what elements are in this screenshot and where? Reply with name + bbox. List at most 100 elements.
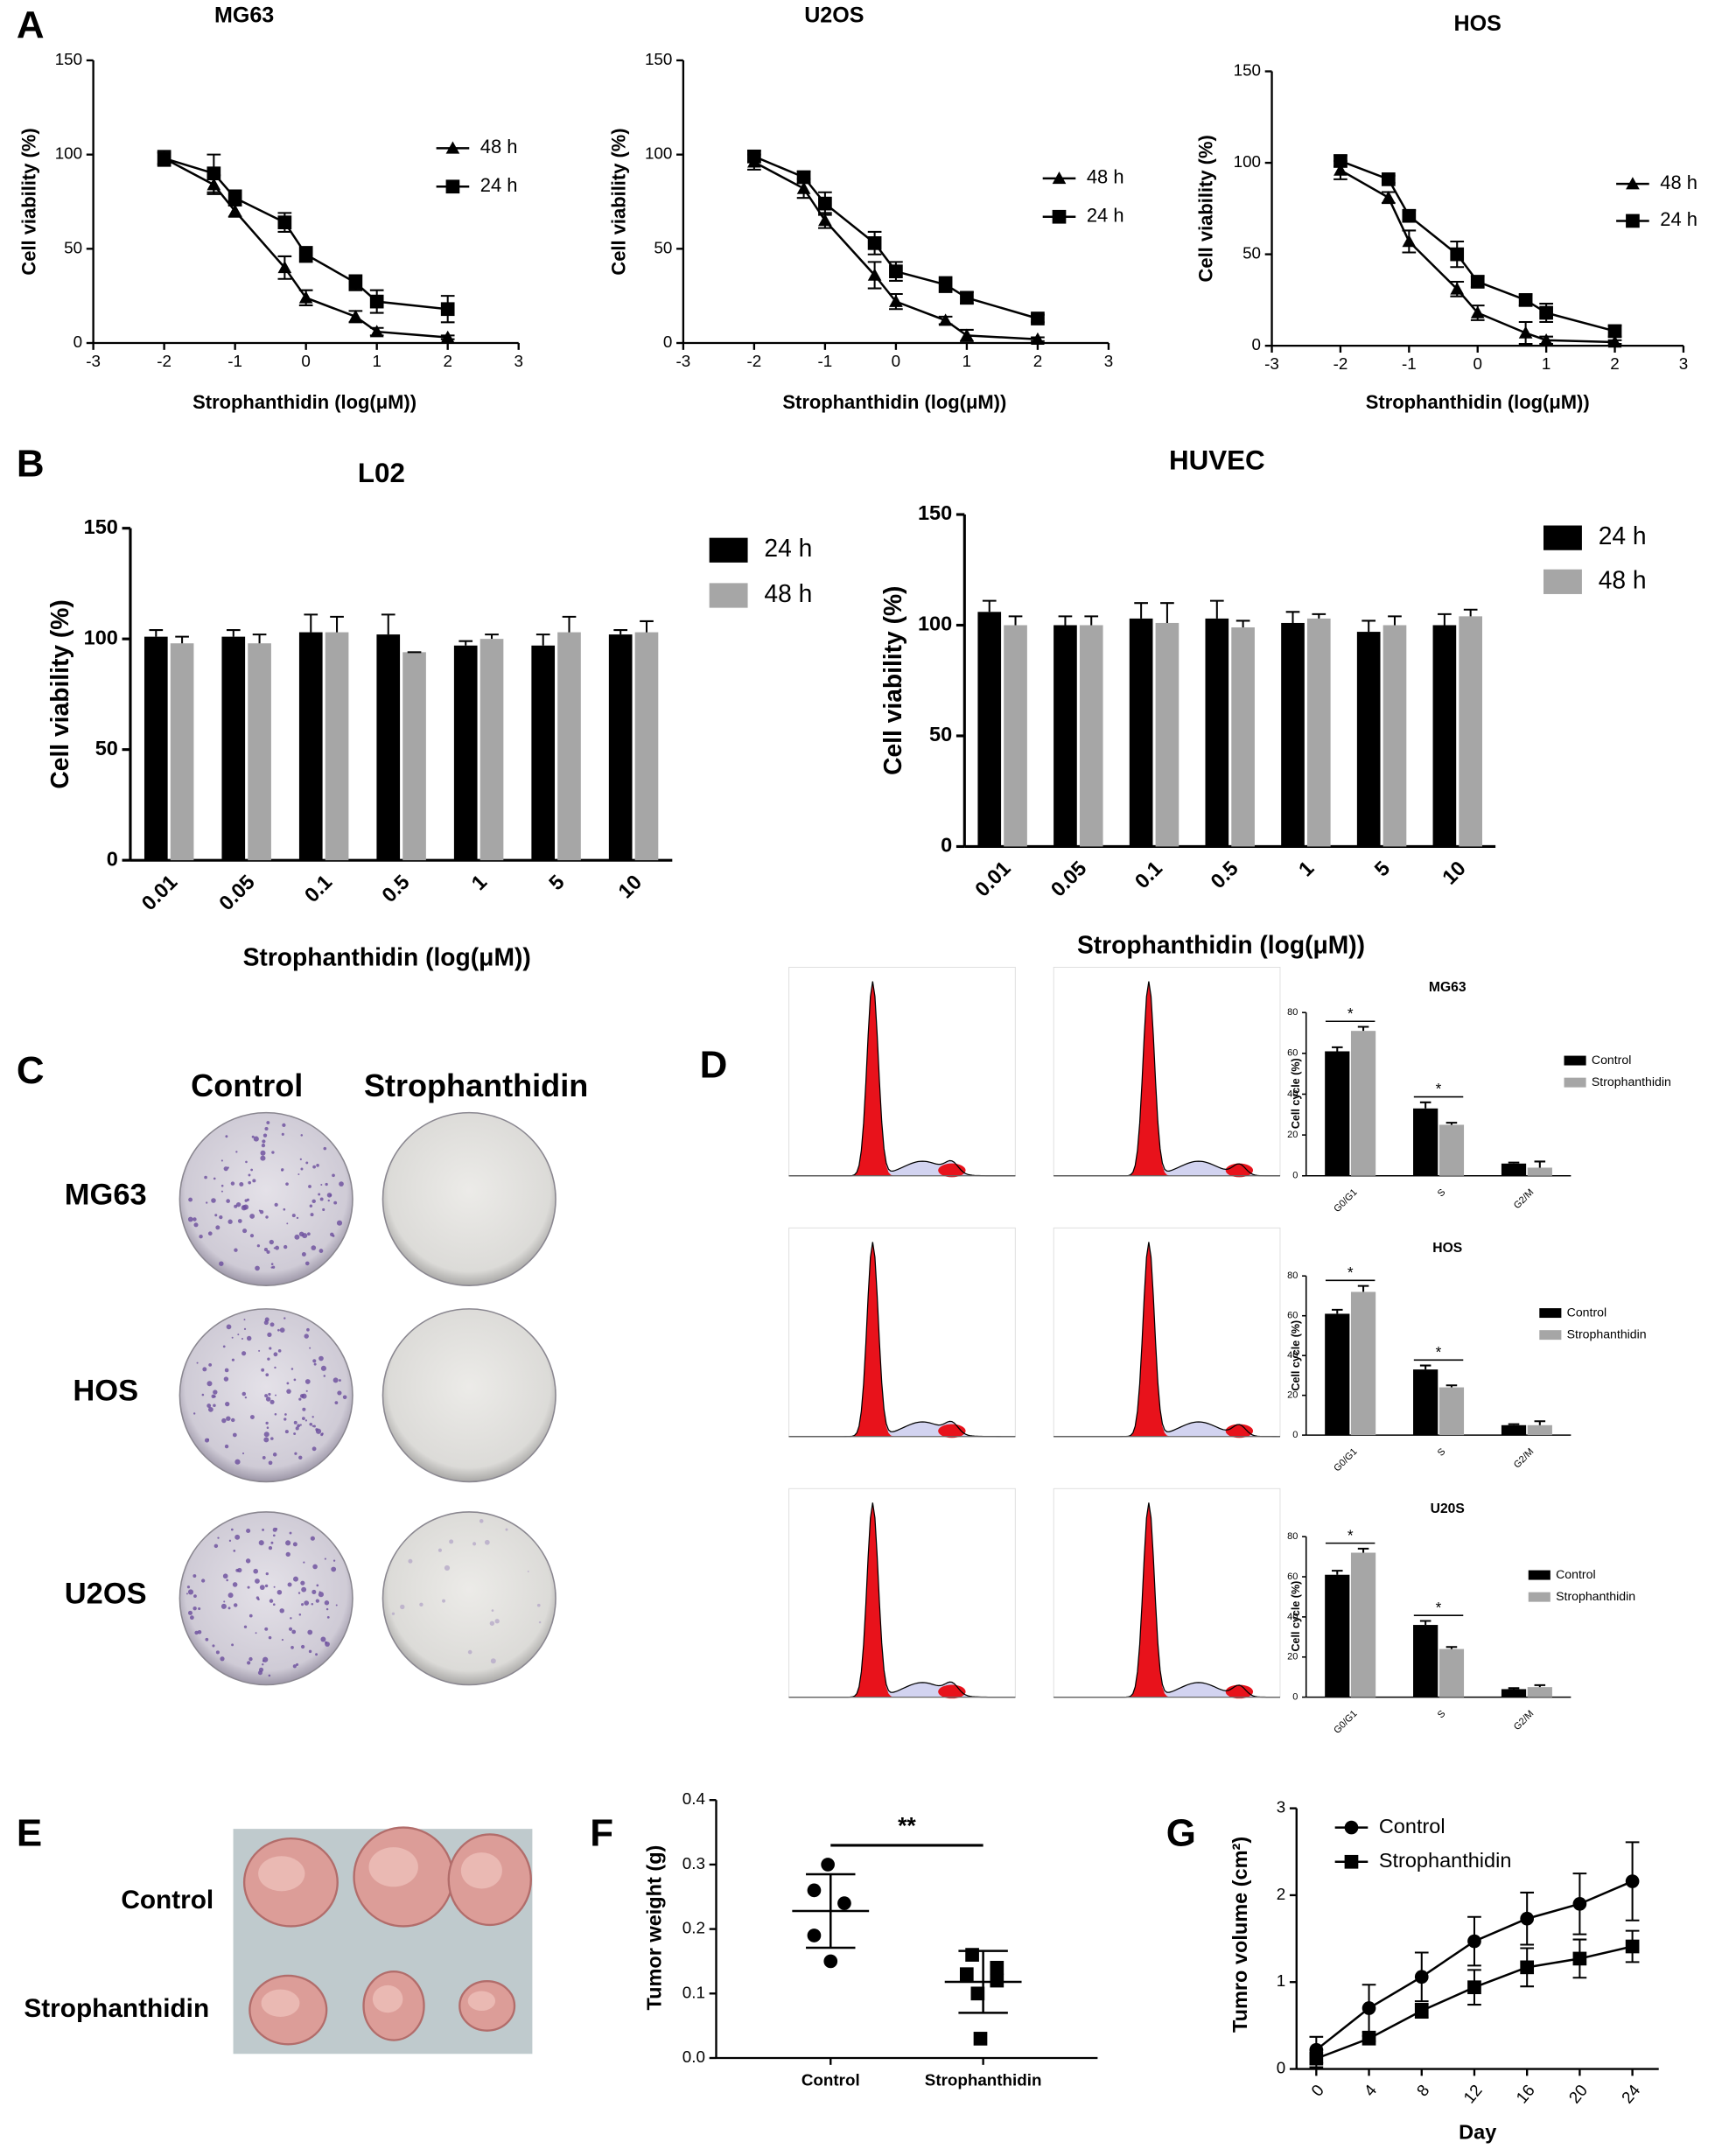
colony	[272, 1452, 277, 1457]
colony	[303, 1561, 305, 1564]
y-tick-label: 80	[1287, 1531, 1298, 1542]
y-tick-label: 0	[941, 834, 952, 857]
y-tick-label: 60	[1287, 1311, 1298, 1321]
sd-bar	[806, 1872, 856, 1950]
colony	[242, 1391, 247, 1396]
colony	[233, 1550, 236, 1552]
marker	[1450, 247, 1465, 262]
colony	[199, 1235, 203, 1239]
colony	[257, 1670, 262, 1676]
colony	[202, 1367, 207, 1372]
colony	[263, 1437, 270, 1443]
colony	[312, 1564, 318, 1570]
colony	[323, 1375, 326, 1377]
colony	[305, 1390, 308, 1392]
x-tick-label: 1	[372, 352, 381, 370]
bar	[1438, 1648, 1465, 1698]
y-tick-label: 0.2	[682, 1919, 705, 1937]
legend-marker	[1626, 214, 1640, 228]
y-tick-label: 0.3	[682, 1854, 705, 1872]
x-tick-label: -3	[1264, 354, 1279, 373]
x-tick-label: -1	[228, 352, 242, 370]
bar	[1432, 625, 1457, 847]
error-bar	[1438, 612, 1452, 626]
colony	[264, 1394, 269, 1398]
colony	[220, 1603, 227, 1609]
error-bar	[1508, 1687, 1520, 1690]
bar	[1350, 1552, 1376, 1698]
y-axis-label: Cell cycle (%)	[1290, 1058, 1302, 1129]
marker	[1362, 2001, 1376, 2015]
colony	[272, 1265, 276, 1269]
colony	[230, 1181, 235, 1186]
colony	[286, 1389, 291, 1394]
bar	[1054, 625, 1077, 847]
colony	[192, 1606, 197, 1611]
row-label: Strophanthidin	[24, 1994, 209, 2023]
legend-label: 48 h	[1660, 172, 1698, 193]
colony	[339, 1181, 344, 1186]
significance-label: *	[1348, 1264, 1354, 1281]
colony	[467, 1649, 472, 1655]
colony	[269, 1347, 272, 1350]
y-tick-label: 0	[74, 332, 82, 351]
legend-marker	[1626, 177, 1640, 190]
colony	[246, 1335, 252, 1341]
colony	[217, 1536, 220, 1539]
colony	[213, 1177, 216, 1180]
bar	[1356, 632, 1381, 847]
colony	[318, 1249, 324, 1253]
colony	[226, 1324, 232, 1330]
y-tick-label: 80	[1287, 1270, 1298, 1281]
colony	[231, 1418, 235, 1423]
y-tick-label: 100	[1234, 152, 1261, 171]
colony	[282, 1123, 286, 1127]
colony	[479, 1519, 484, 1523]
panel-label: B	[17, 443, 45, 486]
error-bar	[149, 629, 164, 637]
bar	[1325, 1313, 1350, 1436]
y-axis-label: Cell viability (%)	[878, 586, 906, 775]
error-bar	[1058, 615, 1073, 626]
colony	[220, 1184, 224, 1187]
row-label: U2OS	[65, 1578, 147, 1611]
colony	[248, 1656, 253, 1662]
chart-title: MG63	[214, 3, 274, 27]
panel-label: D	[700, 1043, 728, 1086]
marker	[1450, 282, 1465, 295]
significance-label: *	[1436, 1343, 1442, 1361]
error-bar	[485, 634, 499, 640]
colony	[270, 1399, 275, 1404]
colony	[337, 1390, 342, 1396]
colony	[273, 1586, 276, 1588]
colony	[309, 1422, 313, 1426]
colony	[334, 1401, 339, 1404]
error-bar	[640, 620, 654, 633]
y-tick-label: 40	[1287, 1088, 1298, 1099]
legend-label: 24 h	[480, 174, 518, 196]
marker	[990, 1960, 1004, 1975]
colony	[494, 1619, 500, 1624]
legend-swatch	[1543, 525, 1582, 550]
colony	[265, 1421, 269, 1425]
colony	[194, 1630, 199, 1635]
panel-label: C	[17, 1049, 45, 1092]
colony	[332, 1173, 335, 1178]
colony	[255, 1265, 260, 1271]
colony	[293, 1378, 297, 1382]
tumor-highlight	[460, 1852, 502, 1889]
colony	[284, 1418, 287, 1421]
error-bar	[381, 613, 396, 635]
colony	[312, 1199, 316, 1204]
colony	[291, 1629, 297, 1634]
colony	[300, 1167, 304, 1171]
chart-title: MG63	[1429, 980, 1466, 995]
y-tick-label: 20	[1287, 1390, 1298, 1401]
colony	[193, 1222, 199, 1228]
colony	[298, 1397, 302, 1401]
colony	[192, 1574, 197, 1578]
bar	[1527, 1687, 1552, 1698]
colony	[225, 1401, 230, 1407]
g2-peak	[1225, 1424, 1254, 1438]
marker	[889, 294, 903, 307]
